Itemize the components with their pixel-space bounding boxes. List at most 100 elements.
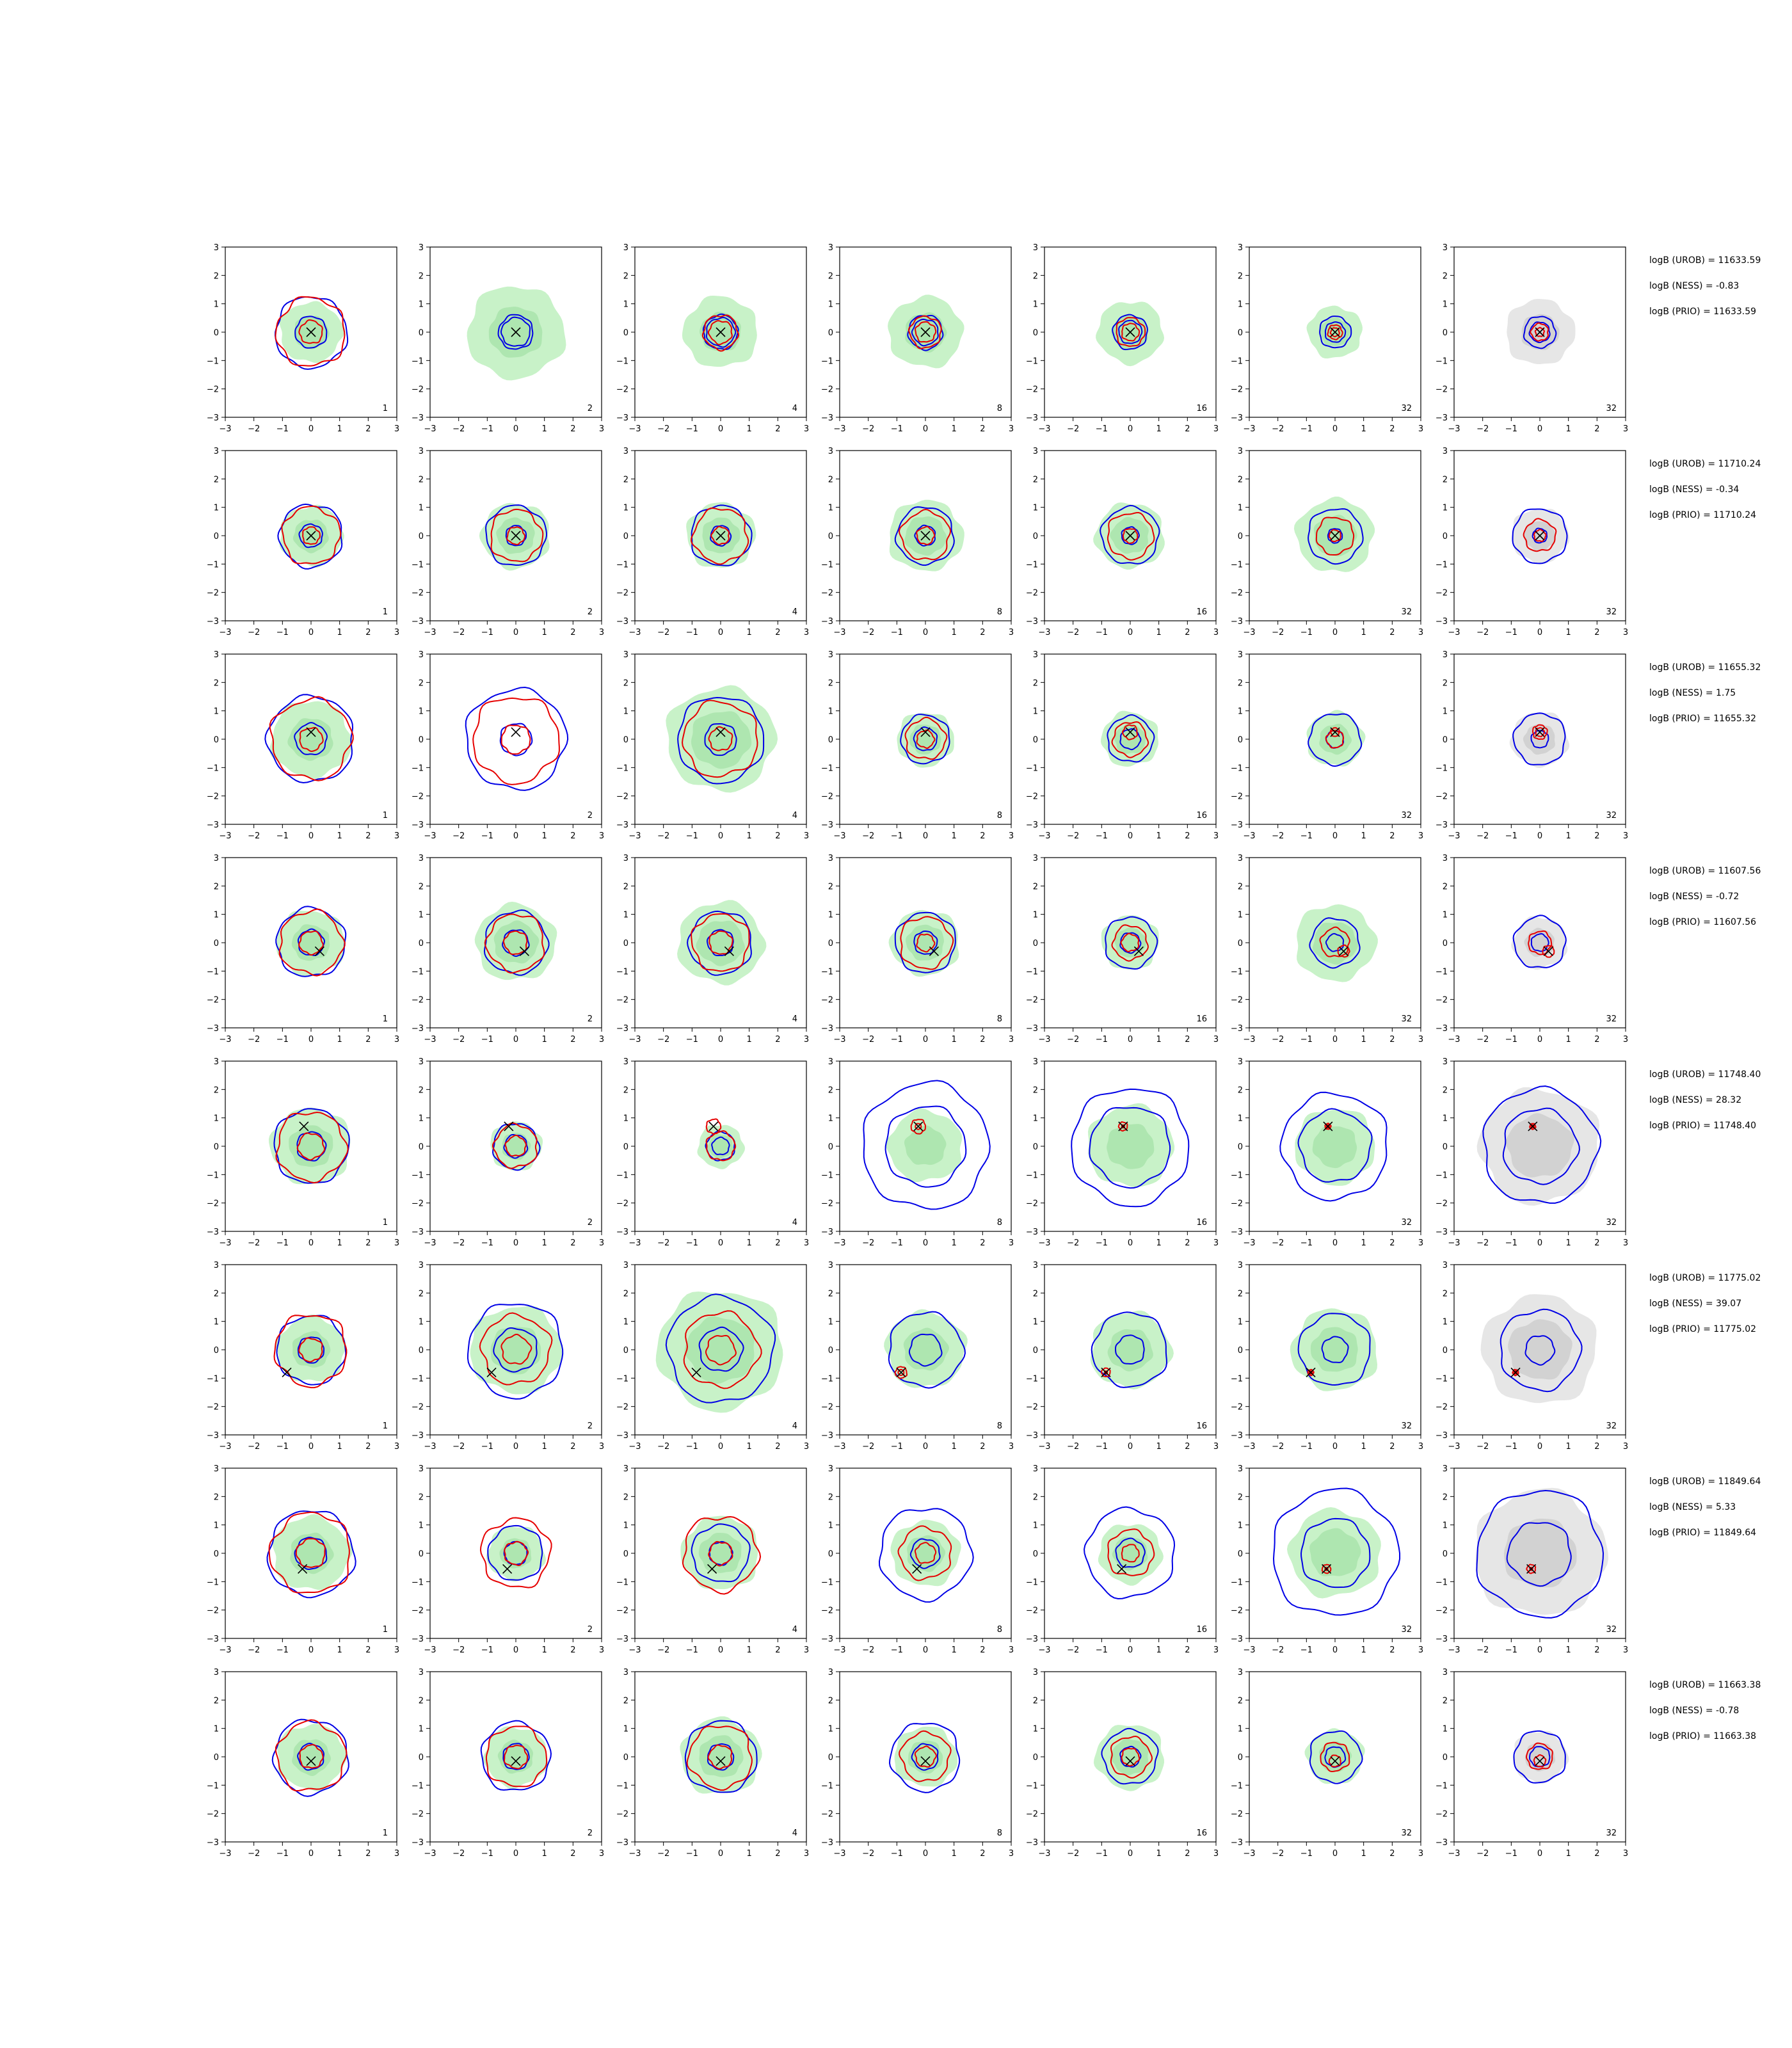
y-tick-label: −1 <box>821 764 833 773</box>
x-tick-label: −2 <box>862 628 874 637</box>
x-tick-label: −2 <box>1476 831 1489 841</box>
panel-r1-c1: −3 −2 −1 0 1 2 3 −3 −2 −1 0 1 2 3 1 <box>207 243 399 434</box>
x-tick-label: 2 <box>980 831 985 841</box>
y-tick-label: 3 <box>1443 1261 1448 1270</box>
y-tick-label: 3 <box>828 447 833 456</box>
y-tick-label: 1 <box>419 1521 424 1531</box>
red-contour-level-2 <box>1542 945 1555 958</box>
panel-r8-c4: −3 −2 −1 0 1 2 3 −3 −2 −1 0 1 2 3 8 <box>821 1668 1014 1859</box>
blue-contour-level-2 <box>911 1743 939 1771</box>
x-tick-label: 0 <box>513 1849 518 1859</box>
y-tick-label: 2 <box>1443 1085 1448 1095</box>
panel-r4-c1: −3 −2 −1 0 1 2 3 −3 −2 −1 0 1 2 3 1 <box>207 854 399 1044</box>
x-tick-label: −1 <box>1096 1035 1108 1044</box>
x-tick-label: −2 <box>657 1238 669 1248</box>
x-tick-label: 1 <box>542 831 547 841</box>
y-tick-label: −1 <box>1436 560 1448 570</box>
true-value-marker <box>1330 727 1340 737</box>
y-tick-label: 1 <box>419 1114 424 1124</box>
blue-contour-level-1 <box>1500 1308 1583 1393</box>
y-tick-label: 1 <box>1443 1114 1448 1124</box>
x-tick-label: 0 <box>1332 1035 1338 1044</box>
red-contour-level-2 <box>1121 724 1139 740</box>
red-contour-level-2 <box>1535 727 1546 737</box>
true-value-marker <box>920 531 931 541</box>
x-tick-label: −3 <box>1243 1645 1255 1655</box>
panel-number-label: 32 <box>1606 607 1617 617</box>
red-contour-level-1 <box>904 716 948 760</box>
y-tick-label: 2 <box>623 882 628 892</box>
x-tick-label: −3 <box>1243 1849 1255 1859</box>
x-tick-label: −1 <box>891 1442 903 1452</box>
blue-contour-level-1 <box>266 1510 356 1599</box>
x-tick-label: −1 <box>1505 831 1517 841</box>
panel-r7-c6: −3 −2 −1 0 1 2 3 −3 −2 −1 0 1 2 3 32 <box>1231 1464 1423 1655</box>
x-tick-label: −1 <box>686 1442 698 1452</box>
panel-number-label: 1 <box>383 1218 388 1228</box>
x-tick-label: −1 <box>686 628 698 637</box>
true-value-marker <box>920 327 931 337</box>
x-tick-label: −1 <box>1096 424 1108 434</box>
x-tick-label: 0 <box>1537 1238 1542 1248</box>
x-tick-label: −3 <box>1243 1238 1255 1248</box>
y-tick-label: −1 <box>1026 560 1038 570</box>
y-tick-label: −2 <box>821 996 833 1005</box>
x-tick-label: −1 <box>481 1442 493 1452</box>
x-tick-label: −2 <box>1272 831 1284 841</box>
y-tick-label: 1 <box>1033 1318 1038 1327</box>
x-tick-label: 2 <box>775 628 780 637</box>
red-contour-level-1 <box>1523 518 1557 552</box>
true-value-marker <box>724 946 734 956</box>
y-tick-label: −1 <box>1231 1578 1243 1587</box>
y-tick-label: 0 <box>623 532 628 541</box>
x-tick-label: 1 <box>337 628 342 637</box>
true-value-marker <box>1125 327 1135 337</box>
x-tick-label: 3 <box>1009 1645 1014 1655</box>
blue-contour-level-1 <box>888 1311 966 1389</box>
x-tick-label: −1 <box>1300 424 1313 434</box>
y-tick-label: 2 <box>1238 1696 1243 1706</box>
panel-number-label: 32 <box>1606 1218 1617 1228</box>
y-tick-label: 1 <box>828 707 833 717</box>
y-tick-label: 2 <box>623 1289 628 1299</box>
y-tick-label: 1 <box>419 300 424 310</box>
red-contour-level-1 <box>1530 322 1549 342</box>
x-tick-label: 3 <box>804 1442 809 1452</box>
y-tick-label: 2 <box>1033 271 1038 281</box>
y-tick-label: 0 <box>1238 328 1243 338</box>
y-tick-label: −2 <box>1436 996 1448 1005</box>
y-tick-label: −3 <box>207 1024 219 1034</box>
x-tick-label: −3 <box>628 831 641 841</box>
x-tick-label: 1 <box>747 1849 752 1859</box>
x-tick-label: −2 <box>862 831 874 841</box>
x-tick-label: 3 <box>1009 1442 1014 1452</box>
y-tick-label: 3 <box>623 1261 628 1270</box>
y-tick-label: −3 <box>1026 1228 1038 1237</box>
x-tick-label: −1 <box>891 1238 903 1248</box>
y-tick-label: 0 <box>1033 1753 1038 1763</box>
x-tick-label: −2 <box>1476 628 1489 637</box>
panel-r4-c4: −3 −2 −1 0 1 2 3 −3 −2 −1 0 1 2 3 8 <box>821 854 1014 1044</box>
row-1-logb-annotation-3: logB (PRIO) = 11633.59 <box>1649 307 1756 317</box>
x-tick-label: 2 <box>775 831 780 841</box>
panel-r8-c3: −3 −2 −1 0 1 2 3 −3 −2 −1 0 1 2 3 4 <box>616 1668 809 1859</box>
x-tick-label: 1 <box>1566 1849 1571 1859</box>
y-tick-label: 3 <box>419 650 424 660</box>
row-4-logb-annotation-2: logB (NESS) = -0.72 <box>1649 892 1739 902</box>
x-tick-label: −3 <box>424 831 436 841</box>
panel-r6-c6: −3 −2 −1 0 1 2 3 −3 −2 −1 0 1 2 3 32 <box>1231 1261 1423 1452</box>
x-tick-label: −1 <box>1096 831 1108 841</box>
y-tick-label: 1 <box>419 911 424 920</box>
y-tick-label: 0 <box>623 735 628 745</box>
panel-number-label: 8 <box>997 1421 1002 1431</box>
panel-r1-c7: −3 −2 −1 0 1 2 3 −3 −2 −1 0 1 2 3 32 <box>1436 243 1628 434</box>
y-tick-label: 3 <box>623 243 628 253</box>
x-tick-label: −1 <box>1505 1645 1517 1655</box>
true-value-marker <box>708 1121 719 1132</box>
y-tick-label: 3 <box>1033 447 1038 456</box>
panel-r5-c6: −3 −2 −1 0 1 2 3 −3 −2 −1 0 1 2 3 32 <box>1231 1057 1423 1248</box>
y-tick-label: −1 <box>1436 764 1448 773</box>
x-tick-label: 2 <box>980 628 985 637</box>
x-tick-label: 2 <box>365 1442 371 1452</box>
true-value-marker <box>1118 1121 1128 1132</box>
